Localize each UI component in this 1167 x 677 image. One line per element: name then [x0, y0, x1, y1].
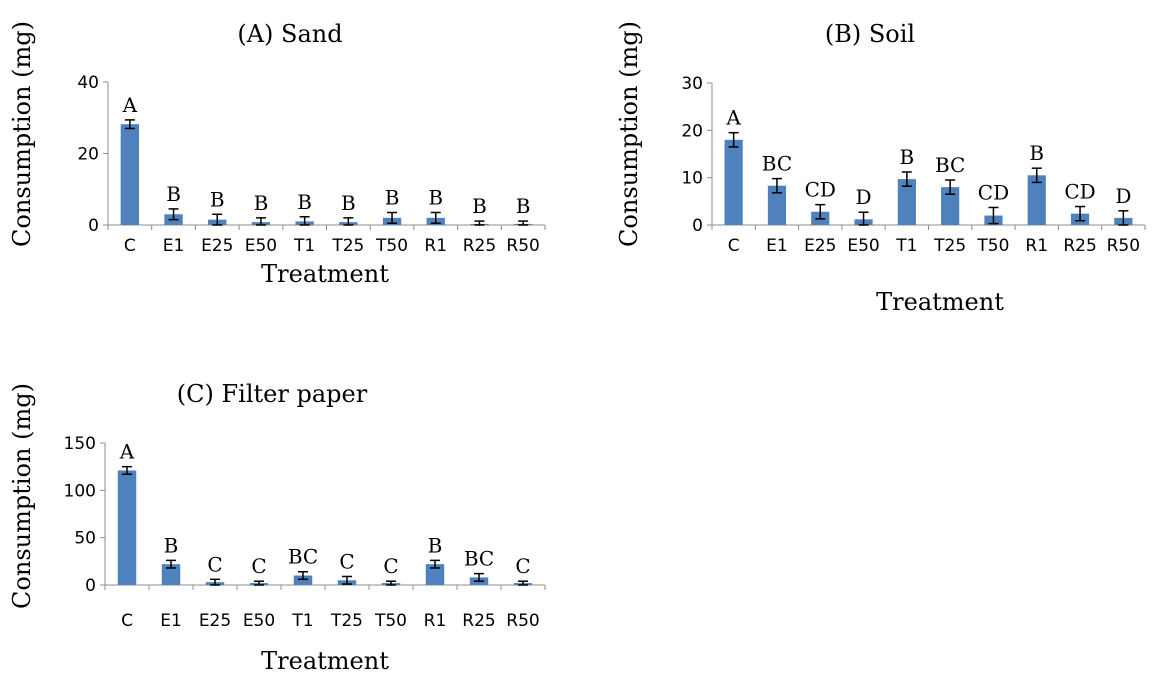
y-tick-label: 20 — [77, 145, 99, 165]
significance-label: BC — [288, 545, 318, 569]
x-tick-label: R1 — [424, 236, 447, 256]
x-tick-label: T50 — [374, 611, 407, 631]
significance-label: B — [899, 145, 914, 169]
x-tick-label: T25 — [933, 236, 966, 256]
significance-label: B — [254, 191, 269, 215]
bar-r1 — [425, 564, 445, 585]
x-tick-label: T50 — [375, 236, 408, 256]
bar-c — [117, 470, 137, 585]
significance-label: D — [1115, 184, 1131, 208]
y-tick-label: 0 — [85, 576, 96, 596]
x-tick-label: E1 — [160, 611, 182, 631]
x-tick-label: C — [121, 611, 133, 631]
x-tick-label: R25 — [1063, 236, 1096, 256]
x-tick-label: R50 — [506, 611, 539, 631]
bar-r1 — [1027, 175, 1046, 225]
significance-label: B — [472, 194, 487, 218]
bar-c — [724, 139, 743, 225]
y-tick-label: 150 — [64, 434, 96, 454]
significance-label: D — [856, 185, 872, 209]
x-tick-label: T25 — [331, 236, 364, 256]
x-tick-label: E25 — [804, 236, 836, 256]
bar-t1 — [897, 179, 916, 225]
significance-label: B — [1029, 141, 1044, 165]
y-tick-label: 0 — [692, 216, 703, 236]
x-axis-title: Treatment — [876, 288, 1004, 316]
significance-label: B — [428, 185, 443, 209]
x-tick-label: T25 — [330, 611, 363, 631]
significance-label: BC — [935, 153, 965, 177]
significance-label: CD — [1064, 180, 1095, 204]
y-tick-label: 20 — [681, 121, 703, 141]
y-axis-title: Consumption (mg) — [8, 21, 36, 247]
x-tick-label: E1 — [163, 236, 185, 256]
x-tick-label: R1 — [1025, 236, 1048, 256]
chart-panel-b: (B) Soil Consumption (mg) Treatment 0 10 20 30… — [615, 20, 1146, 316]
y-tick-label: 40 — [77, 73, 99, 93]
x-tick-label: E1 — [766, 236, 788, 256]
y-tick-label: 50 — [74, 529, 96, 549]
significance-label: B — [341, 191, 356, 215]
significance-label: C — [207, 552, 222, 576]
bar-c — [120, 124, 140, 225]
significance-label: A — [725, 106, 741, 130]
significance-label: B — [210, 187, 225, 211]
x-tick-label: E25 — [201, 236, 233, 256]
significance-label: CD — [978, 180, 1009, 204]
significance-label: CD — [805, 178, 836, 202]
x-tick-label: R50 — [1107, 236, 1140, 256]
x-tick-label: E50 — [847, 236, 879, 256]
bar-e1 — [767, 185, 787, 225]
significance-label: B — [428, 533, 443, 557]
chart-panel-a: (A) Sand Consumption (mg) Treatment 0 20 40 A C… — [8, 20, 546, 288]
x-axis-title: Treatment — [261, 647, 389, 675]
significance-label: BC — [464, 547, 494, 571]
x-tick-label: R50 — [506, 236, 539, 256]
x-tick-label: E25 — [199, 611, 231, 631]
bar-e1 — [161, 564, 181, 585]
significance-label: C — [339, 549, 354, 573]
x-axis-title: Treatment — [261, 260, 389, 288]
bar-t1 — [293, 575, 313, 585]
significance-label: B — [164, 533, 179, 557]
y-tick-label: 30 — [681, 74, 703, 94]
y-tick-label: 100 — [64, 481, 96, 501]
significance-label: B — [166, 182, 181, 206]
chart-title: (C) Filter paper — [177, 380, 368, 408]
significance-label: B — [297, 190, 312, 214]
x-tick-label: E50 — [243, 611, 275, 631]
x-tick-label: R1 — [424, 611, 447, 631]
significance-label: B — [385, 185, 400, 209]
x-tick-label: E50 — [245, 236, 277, 256]
chart-title: (A) Sand — [237, 20, 342, 48]
y-axis-title: Consumption (mg) — [8, 383, 36, 609]
x-tick-label: T1 — [293, 236, 315, 256]
x-tick-label: C — [728, 236, 740, 256]
x-tick-label: C — [124, 236, 136, 256]
x-tick-label: T1 — [291, 611, 313, 631]
x-tick-label: T50 — [976, 236, 1009, 256]
significance-label: BC — [762, 152, 792, 176]
significance-label: B — [516, 194, 531, 218]
y-tick-label: 10 — [681, 169, 703, 189]
significance-label: C — [251, 554, 266, 578]
x-tick-label: R25 — [462, 611, 495, 631]
bar-t25 — [941, 187, 960, 225]
significance-label: C — [383, 554, 398, 578]
significance-label: A — [122, 93, 138, 117]
x-tick-label: T1 — [895, 236, 917, 256]
x-tick-label: R25 — [463, 236, 496, 256]
y-tick-label: 0 — [88, 216, 99, 236]
y-axis-title: Consumption (mg) — [615, 21, 643, 247]
chart-title: (B) Soil — [825, 20, 915, 48]
significance-label: C — [515, 554, 530, 578]
significance-label: A — [119, 440, 135, 464]
chart-panel-c: (C) Filter paper Consumption (mg) Treatmen… — [8, 380, 546, 675]
